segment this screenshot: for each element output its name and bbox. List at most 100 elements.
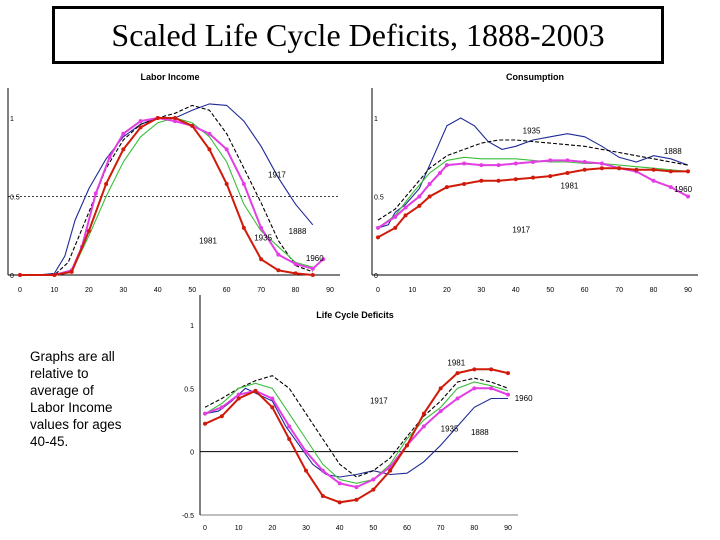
- series-point-1960: [472, 386, 477, 391]
- x-tick-label: 10: [235, 525, 243, 532]
- series-point-1981: [479, 178, 484, 183]
- series-point-1960: [203, 411, 207, 416]
- x-tick-label: 50: [546, 287, 554, 294]
- series-point-1981: [190, 123, 195, 128]
- series-point-1960: [421, 424, 426, 429]
- series-line-1917: [377, 139, 689, 221]
- series-point-1960: [438, 170, 442, 175]
- series-line-1917: [20, 104, 313, 276]
- series-label-1960: 1960: [674, 185, 692, 194]
- series-point-1981: [104, 181, 109, 186]
- series-point-1981: [462, 181, 467, 186]
- series-point-1981: [455, 371, 460, 376]
- series-point-1981: [393, 225, 398, 230]
- series-label-1888: 1888: [664, 147, 682, 156]
- series-point-1960: [462, 161, 467, 166]
- series-point-1981: [69, 269, 74, 274]
- series-point-1981: [489, 367, 494, 372]
- series-point-1960: [479, 163, 484, 168]
- series-point-1981: [565, 170, 570, 175]
- x-tick-label: 30: [477, 287, 485, 294]
- x-tick-label: 50: [188, 287, 196, 294]
- y-tick-label: 0: [10, 273, 14, 280]
- series-point-1960: [121, 131, 126, 136]
- series-point-1981: [513, 177, 518, 182]
- y-tick-label: -0.5: [182, 513, 194, 520]
- series-label-1981: 1981: [447, 359, 465, 368]
- x-tick-label: 30: [119, 287, 127, 294]
- x-tick-label: 80: [470, 525, 478, 532]
- series-point-1981: [236, 396, 241, 401]
- series-point-1981: [472, 367, 477, 372]
- series-point-1981: [207, 147, 212, 152]
- series-point-1981: [18, 273, 22, 277]
- y-tick-label: 0.5: [10, 195, 20, 202]
- y-tick-label: 0: [190, 450, 194, 457]
- series-point-1981: [138, 125, 143, 130]
- series-point-1981: [320, 494, 325, 498]
- series-point-1960: [376, 225, 380, 230]
- note-text: Graphs are all relative to average of La…: [30, 349, 122, 449]
- series-point-1981: [403, 213, 408, 218]
- x-tick-label: 40: [154, 287, 162, 294]
- series-point-1981: [582, 167, 587, 172]
- x-tick-label: 10: [409, 287, 417, 294]
- series-point-1981: [155, 116, 160, 120]
- series-point-1960: [173, 119, 177, 124]
- x-tick-label: 0: [18, 287, 22, 294]
- series-point-1981: [421, 411, 426, 416]
- series-point-1960: [427, 181, 432, 186]
- series-line-1935: [377, 156, 689, 229]
- series-point-1960: [496, 163, 501, 168]
- series-point-1981: [599, 166, 604, 171]
- series-point-1960: [565, 158, 570, 163]
- series-line-1935: [204, 381, 509, 484]
- series-point-1981: [686, 169, 690, 174]
- series-point-1981: [224, 181, 229, 186]
- series-point-1960: [599, 161, 604, 166]
- series-point-1960: [403, 205, 408, 210]
- series-point-1960: [455, 396, 460, 401]
- x-tick-label: 70: [615, 287, 623, 294]
- series-point-1981: [270, 405, 275, 410]
- series-point-1960: [304, 449, 308, 454]
- series-point-1981: [444, 185, 449, 190]
- y-tick-label: 1: [10, 116, 14, 123]
- series-point-1960: [371, 477, 376, 482]
- series-point-1960: [224, 147, 229, 152]
- series-point-1960: [293, 262, 298, 267]
- series-line-1981: [204, 368, 509, 504]
- x-tick-label: 90: [504, 525, 512, 532]
- series-point-1960: [513, 161, 518, 166]
- series-point-1981: [496, 178, 501, 183]
- x-tick-label: 0: [203, 525, 207, 532]
- series-point-1981: [219, 414, 224, 419]
- chart-title: Life Cycle Deficits: [316, 310, 394, 320]
- series-label-1960: 1960: [306, 254, 324, 263]
- chart-labor-income: Labor Income 0 10 20 30 40 50 60 70 80 90 0 0.5 1 1917…: [7, 72, 340, 294]
- series-point-1960: [489, 386, 494, 391]
- series-label-1935: 1935: [523, 127, 541, 136]
- series-point-1960: [651, 178, 656, 183]
- x-tick-label: 80: [292, 287, 300, 294]
- series-point-1981: [276, 268, 281, 273]
- series-label-1981: 1981: [199, 237, 217, 246]
- series-point-1960: [438, 409, 443, 414]
- series-point-1981: [304, 468, 308, 473]
- x-tick-label: 50: [369, 525, 377, 532]
- series-point-1981: [651, 167, 656, 172]
- series-point-1960: [393, 214, 398, 219]
- series-point-1981: [548, 174, 553, 179]
- series-point-1960: [93, 191, 98, 196]
- series-point-1981: [203, 421, 207, 426]
- series-point-1981: [388, 468, 393, 473]
- x-tick-label: 80: [650, 287, 658, 294]
- series-point-1981: [354, 497, 359, 502]
- series-point-1981: [506, 371, 510, 376]
- series-point-1960: [668, 185, 673, 190]
- x-tick-label: 40: [336, 525, 344, 532]
- series-point-1960: [276, 252, 281, 257]
- series-point-1960: [287, 424, 292, 429]
- series-point-1960: [354, 485, 359, 490]
